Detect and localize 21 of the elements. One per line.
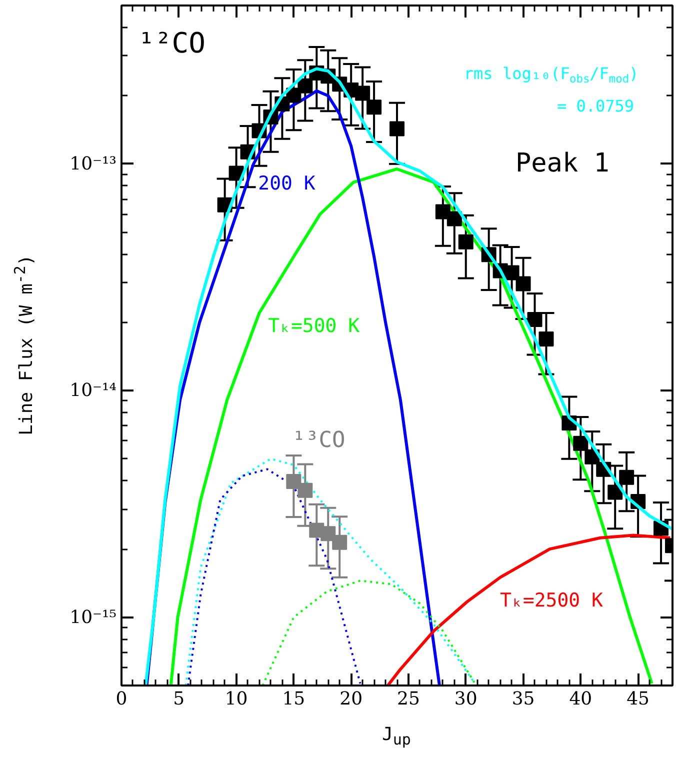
x-tick-label: 35 [512, 688, 535, 710]
x-tick-label: 10 [224, 688, 248, 710]
x-tick-label: 5 [173, 688, 185, 710]
annotation: = 0.0759 [556, 96, 634, 116]
x-axis-title: J$_{up}$ [382, 723, 411, 751]
x-tick-label: 30 [454, 688, 478, 710]
y-tick-label: 10⁻¹⁵ [70, 606, 117, 628]
annotation: Tₖ=500 K [268, 314, 360, 337]
annotation: ¹³CO [292, 428, 346, 454]
x-tick-label: 25 [397, 688, 420, 710]
annotation: ¹²CO [138, 26, 206, 60]
annotation: Peak 1 [516, 148, 610, 178]
y-tick-label: 10⁻¹⁴ [70, 380, 117, 402]
annotation: 200 K [258, 172, 316, 195]
y-tick-label: 10⁻¹³ [70, 153, 117, 174]
x-tick-label: 15 [282, 688, 306, 710]
x-tick-label: 0 [116, 688, 128, 710]
x-tick-label: 45 [626, 688, 650, 710]
x-tick-label: 40 [569, 688, 592, 710]
x-tick-label: 20 [340, 688, 363, 710]
annotation: Tₖ=2500 K [500, 590, 604, 612]
